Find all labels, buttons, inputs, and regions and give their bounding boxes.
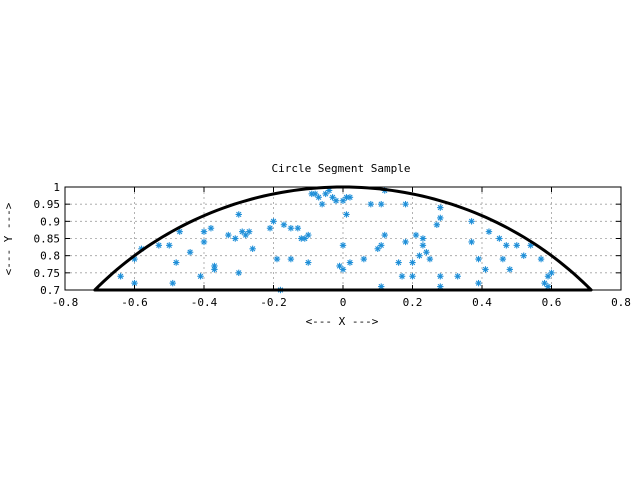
y-axis-label: <--- Y ---> [2, 202, 15, 275]
axis-ticks: -0.8 -0.6 -0.4 -0.2 0 0.2 0.4 0.6 0.8 0.7 0.75 0.8 0… [34, 181, 631, 309]
x-tick-label: -0.8 [52, 296, 79, 309]
data-point [207, 225, 215, 232]
data-point [245, 228, 253, 235]
data-point [381, 231, 388, 239]
data-point [503, 242, 510, 249]
data-point [318, 200, 326, 208]
y-tick-label: 0.8 [40, 250, 60, 263]
data-point [332, 197, 340, 204]
data-point [176, 228, 183, 235]
y-tick-label: 0.95 [34, 198, 61, 211]
data-point [437, 214, 444, 222]
data-point [437, 273, 444, 280]
y-tick-label: 0.7 [40, 284, 60, 297]
data-points [117, 187, 555, 294]
data-point [249, 245, 256, 252]
data-point [423, 249, 430, 256]
data-point [273, 255, 281, 263]
data-point [287, 255, 295, 263]
data-point [537, 255, 545, 263]
data-point [437, 204, 444, 211]
data-point [200, 238, 208, 246]
y-tick-label: 0.85 [34, 233, 61, 246]
data-point [468, 238, 475, 246]
data-point [211, 266, 218, 273]
data-point [378, 200, 385, 208]
data-point [186, 249, 194, 256]
x-tick-label: 0.6 [542, 296, 562, 309]
data-point [294, 225, 302, 232]
data-point [169, 279, 176, 287]
data-point [513, 242, 520, 249]
data-point [235, 211, 242, 218]
data-point [242, 231, 249, 239]
data-point [402, 200, 409, 208]
data-point [520, 252, 527, 259]
x-tick-label: 0.2 [403, 296, 423, 309]
y-tick-label: 0.9 [40, 215, 60, 228]
data-point [409, 259, 416, 266]
data-point [305, 231, 312, 239]
data-point [225, 231, 232, 239]
data-point [287, 225, 295, 232]
data-point [475, 255, 482, 263]
data-point [402, 238, 409, 246]
data-point [506, 266, 513, 273]
data-point [166, 242, 173, 249]
data-point [454, 273, 461, 280]
data-point [496, 235, 503, 242]
data-point [346, 259, 354, 266]
x-tick-label: 0.8 [611, 296, 631, 309]
data-point [200, 228, 208, 235]
x-tick-label: -0.2 [260, 296, 287, 309]
data-point [117, 273, 124, 280]
data-point [367, 200, 374, 208]
data-point [131, 279, 138, 287]
data-point [416, 252, 423, 259]
data-point [280, 221, 288, 228]
data-point [426, 255, 434, 263]
data-point [232, 235, 239, 242]
x-tick-label: 0 [340, 296, 347, 309]
x-axis-label: <--- X ---> [306, 315, 379, 328]
data-point [312, 190, 319, 198]
data-point [155, 242, 163, 249]
data-point [485, 228, 493, 235]
data-point [482, 266, 489, 273]
data-point [499, 255, 507, 263]
data-point [398, 273, 406, 280]
data-point [339, 242, 347, 249]
data-point [305, 259, 312, 266]
data-point [378, 242, 385, 249]
data-point [419, 235, 427, 242]
data-point [468, 218, 475, 225]
y-tick-label: 0.75 [34, 267, 61, 280]
data-point [346, 194, 354, 201]
data-point [409, 273, 416, 280]
x-tick-label: -0.6 [121, 296, 148, 309]
data-point [343, 211, 350, 218]
data-point [475, 279, 482, 287]
data-point [235, 269, 242, 277]
data-point [339, 266, 347, 273]
data-point [544, 283, 552, 290]
data-point [419, 242, 427, 249]
data-point [197, 273, 204, 280]
data-point [315, 194, 322, 201]
data-point [270, 218, 277, 225]
x-tick-label: -0.4 [191, 296, 218, 309]
data-point [266, 225, 274, 232]
y-tick-label: 1 [53, 181, 60, 194]
data-point [412, 231, 420, 239]
x-tick-label: 0.4 [472, 296, 492, 309]
data-point [173, 259, 180, 266]
data-point [395, 259, 402, 266]
data-point [433, 221, 441, 228]
data-point [548, 269, 555, 277]
data-point [360, 255, 368, 263]
chart-title: Circle Segment Sample [271, 162, 410, 175]
